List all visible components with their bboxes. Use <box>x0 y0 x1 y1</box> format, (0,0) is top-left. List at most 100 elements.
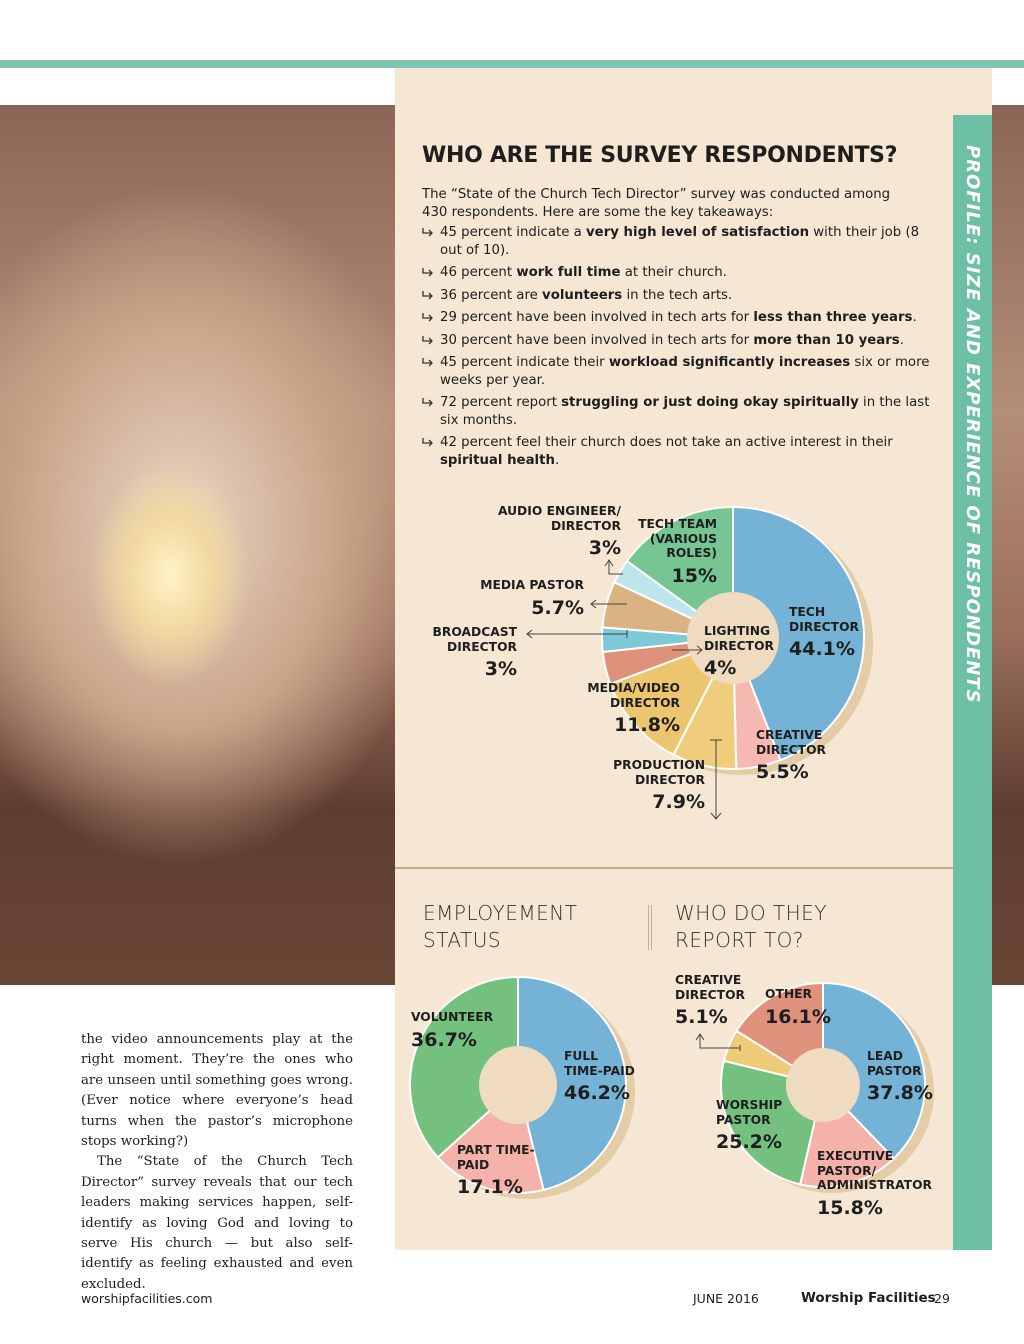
value-label: 37.8% <box>867 1082 933 1104</box>
slice-label: CREATIVE DIRECTOR 5.5% <box>756 728 826 785</box>
bullet-text: 45 percent indicate their <box>440 355 609 370</box>
arrow-shape <box>422 268 433 277</box>
slice-label: TECH TEAM (VARIOUS ROLES) 15% <box>638 517 717 589</box>
bullet-text: more than 10 years <box>753 332 900 348</box>
paragraph: the video announcements play at the righ… <box>81 1032 353 1150</box>
value-label: 5.1% <box>675 1006 728 1028</box>
leader-lines <box>526 559 741 1051</box>
bullet-text: spiritual health <box>440 452 555 468</box>
arrow-shape <box>422 228 433 237</box>
slice-label: PRODUCTION DIRECTOR 7.9% <box>613 758 705 815</box>
slice-label: CREATIVE DIRECTOR 5.1% <box>675 973 745 1030</box>
slice-label: PART TIME- PAID 17.1% <box>457 1143 535 1200</box>
bullet-text: 42 percent feel their church does not ta… <box>440 435 893 450</box>
bullet: 36 percent are volunteers in the tech ar… <box>422 287 942 305</box>
category-name: PRODUCTION DIRECTOR <box>613 758 705 787</box>
bullet-arrow <box>422 290 433 299</box>
slice-label: WORSHIP PASTOR 25.2% <box>716 1098 782 1155</box>
value-label: 44.1% <box>789 638 855 660</box>
value-label: 15.8% <box>817 1196 883 1219</box>
sidebar <box>953 115 992 1250</box>
bullet-text: . <box>899 332 904 348</box>
slice-label: LIGHTING DIRECTOR 4% <box>704 624 774 681</box>
bullet-arrow <box>422 398 433 407</box>
value-label: 5.7% <box>531 596 584 619</box>
bullet-text: 45 percent indicate a <box>440 225 587 240</box>
value-label: 3% <box>588 537 621 559</box>
category-name: CREATIVE DIRECTOR <box>675 973 745 1002</box>
bullet-text: workload significantly increases <box>608 355 851 370</box>
slice-label: BROADCAST DIRECTOR 3% <box>433 625 517 682</box>
category-name: LIGHTING DIRECTOR <box>704 624 774 653</box>
category-name: FULL TIME-PAID <box>564 1049 635 1078</box>
arrow-shape <box>422 290 433 299</box>
bullet-arrow <box>422 268 433 277</box>
pie-slice <box>732 505 865 762</box>
bullet-text: in the tech arts. <box>622 287 733 303</box>
bullet: 42 percent feel their church does not ta… <box>422 434 942 469</box>
bullet-list: 45 percent indicate a very high level of… <box>422 224 942 474</box>
bullet-arrow <box>422 228 433 237</box>
value-label: 16.1% <box>765 1005 831 1028</box>
chart-title: WHO DO THEY REPORT TO? <box>675 901 828 952</box>
pie-hole <box>786 1048 860 1122</box>
bullet: 45 percent indicate their workload signi… <box>422 354 942 389</box>
bullet-text: 72 percent report <box>440 395 562 410</box>
bullet: 72 percent report struggling or just doi… <box>422 394 942 429</box>
pie-hole <box>479 1046 557 1124</box>
bullet-text: work full time <box>516 265 621 280</box>
bullet: 46 percent work full time at their churc… <box>422 264 942 282</box>
sidebar-title: PROFILE: SIZE AND EXPERIENCE OF RESPONDE… <box>962 145 983 704</box>
bullet: 45 percent indicate a very high level of… <box>422 224 942 259</box>
bullet-text: 36 percent are <box>440 287 543 303</box>
footer-date: JUNE 2016 <box>693 1291 759 1306</box>
arrow-shape <box>422 438 433 447</box>
slice-label: LEAD PASTOR 37.8% <box>867 1049 933 1106</box>
page-number: 29 <box>934 1291 950 1306</box>
slice-label: MEDIA PASTOR 5.7% <box>480 578 584 621</box>
value-label: 5.5% <box>756 761 809 783</box>
bullet-text: in the last six months. <box>440 395 930 428</box>
value-label: 7.9% <box>652 791 705 813</box>
top-bar <box>0 60 1024 68</box>
value-label: 4% <box>704 657 737 679</box>
slice-label: AUDIO ENGINEER/ DIRECTOR 3% <box>498 504 621 561</box>
bullet-arrow <box>422 313 433 322</box>
bullet-arrow <box>422 438 433 447</box>
value-label: 25.2% <box>716 1131 782 1153</box>
arrow-shape <box>422 358 433 367</box>
bullet-text: with their job (8 out of 10). <box>440 225 920 258</box>
slice-label: MEDIA/VIDEO DIRECTOR 11.8% <box>587 681 680 738</box>
bullet: 29 percent have been involved in tech ar… <box>422 309 942 327</box>
pie-slice <box>822 981 926 1160</box>
category-name: CREATIVE DIRECTOR <box>756 728 826 757</box>
arrow-shape <box>422 398 433 407</box>
bullet-text: volunteers <box>542 287 623 303</box>
slice-label: OTHER 16.1% <box>765 987 831 1030</box>
intro: The “State of the Church Tech Director” … <box>422 187 891 220</box>
footer-magazine: Worship Facilities <box>801 1290 936 1306</box>
category-name: VOLUNTEER <box>411 1010 494 1024</box>
pie-slice <box>409 975 519 1159</box>
pie-hole <box>687 592 779 684</box>
bullet-text: 29 percent have been involved in tech ar… <box>440 310 754 325</box>
slice-label: TECH DIRECTOR 44.1% <box>789 605 859 662</box>
value-label: 46.2% <box>564 1082 630 1104</box>
slice-label: FULL TIME-PAID 46.2% <box>564 1049 635 1106</box>
slice-label: VOLUNTEER 36.7% <box>411 1010 493 1053</box>
category-name: EXECUTIVE PASTOR/ ADMINISTRATOR <box>817 1149 932 1192</box>
bullet-text: less than three years <box>753 310 913 325</box>
category-name: WORSHIP PASTOR <box>716 1098 783 1127</box>
bullet-text: 46 percent <box>440 265 517 280</box>
chart-title: EMPLOYEMENT STATUS <box>423 901 578 952</box>
arrow-shape <box>422 335 433 344</box>
value-label: 36.7% <box>411 1028 477 1051</box>
arrow-shape <box>422 313 433 322</box>
category-name: LEAD PASTOR <box>867 1049 922 1078</box>
bullet: 30 percent have been involved in tech ar… <box>422 332 942 350</box>
pie-slice <box>517 975 628 1192</box>
value-label: 3% <box>484 658 517 680</box>
bullet-text: struggling or just doing okay spirituall… <box>561 395 859 410</box>
